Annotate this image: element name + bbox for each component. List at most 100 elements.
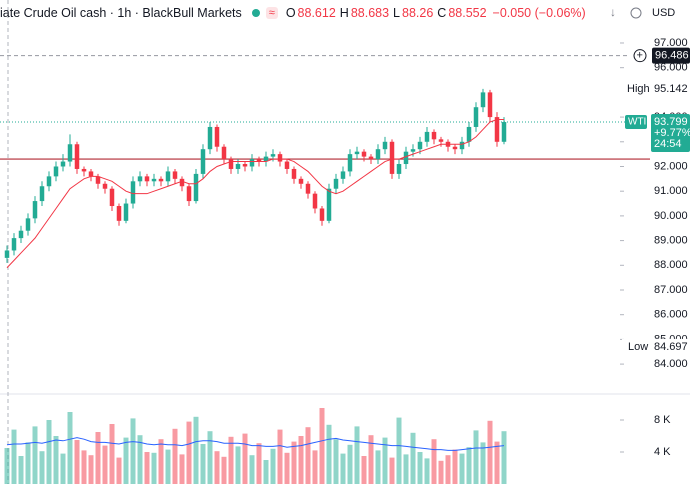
volume-bar xyxy=(354,426,360,484)
candle-body xyxy=(74,144,80,169)
candle-body xyxy=(326,188,332,221)
candle-body xyxy=(193,173,199,202)
y-tick-label: 89.000 xyxy=(654,234,688,246)
volume-bar xyxy=(242,433,248,484)
volume-bar xyxy=(200,444,206,484)
candle-body xyxy=(291,168,297,179)
volume-bar xyxy=(193,416,199,484)
candle-body xyxy=(480,92,486,108)
volume-bar xyxy=(46,420,52,484)
add-alert-button[interactable] xyxy=(633,49,647,63)
ohlc-key: C xyxy=(437,6,447,20)
candle-body xyxy=(151,178,157,182)
y-tick-label: 90.000 xyxy=(654,210,688,222)
candle-body xyxy=(46,176,52,187)
volume-bar xyxy=(137,435,143,484)
volume-bar xyxy=(333,439,339,484)
high-value: 95.142 xyxy=(654,83,688,95)
symbol-label: WTI xyxy=(628,117,646,128)
settings-icon xyxy=(630,7,642,19)
volume-bar xyxy=(396,417,402,484)
volume-bar xyxy=(18,456,24,484)
volume-bar xyxy=(445,455,451,484)
volume-bar xyxy=(347,444,353,484)
candle-body xyxy=(242,164,248,167)
y2-tick-label: 8 K xyxy=(654,414,671,426)
candle-body xyxy=(473,107,479,127)
y-tick-label: 86.000 xyxy=(654,309,688,321)
volume-bar xyxy=(158,439,164,484)
candle-body xyxy=(116,206,122,221)
candle-body xyxy=(200,149,206,174)
volume-bar xyxy=(277,429,283,484)
candle-body xyxy=(354,151,360,155)
currency[interactable]: USD xyxy=(652,7,676,19)
high-badge xyxy=(622,80,690,97)
y-tick-label: 96.000 xyxy=(654,62,688,74)
volume-bar xyxy=(221,456,227,484)
volume-bar xyxy=(207,431,213,484)
candle-body xyxy=(277,154,283,162)
candle-body xyxy=(424,131,430,142)
candle-body xyxy=(32,201,38,219)
volume-bar xyxy=(88,455,94,484)
volume-bar xyxy=(95,432,101,484)
volume-bar xyxy=(249,455,255,484)
candle-body xyxy=(249,159,255,167)
volume-bar xyxy=(109,424,115,484)
candle-body xyxy=(459,141,465,150)
crosshair-badge xyxy=(652,47,690,64)
candle-body xyxy=(88,171,94,177)
candle-body xyxy=(270,154,276,157)
candle-body xyxy=(333,178,339,189)
candle-body xyxy=(228,159,234,169)
y-tick-label: 87.000 xyxy=(654,284,688,296)
candle-body xyxy=(214,126,220,147)
y2-tick-label: 4 K xyxy=(654,446,671,458)
crosshair-label: 96.486 xyxy=(655,50,689,62)
download-icon: ↓ xyxy=(610,5,616,19)
candle-body xyxy=(137,176,143,182)
candle-body xyxy=(494,117,500,142)
candle-body xyxy=(102,183,108,189)
volume-bar xyxy=(298,436,304,484)
symbol-badge xyxy=(625,115,647,130)
volume-bar xyxy=(151,452,157,484)
last-price-badge xyxy=(651,114,690,153)
candle-body xyxy=(305,183,311,194)
volume-bar xyxy=(417,452,423,484)
last-price: 93.799 xyxy=(654,116,688,128)
candle-body xyxy=(368,156,374,160)
volume-bar xyxy=(116,457,122,484)
volume-bar xyxy=(263,460,269,484)
last-change: +9.77% xyxy=(654,127,690,139)
candle-body xyxy=(81,168,87,172)
change: −0.050 (−0.06%) xyxy=(492,6,586,20)
low-badge xyxy=(622,338,690,355)
candle-body xyxy=(144,176,150,182)
status-icon[interactable]: ≈ xyxy=(265,7,278,19)
status-dot xyxy=(251,9,260,17)
volume-bar xyxy=(130,418,136,484)
ohlc-value: 88.26 xyxy=(402,6,434,20)
volume-bar xyxy=(235,446,241,484)
volume-bar xyxy=(270,448,276,484)
candle-body xyxy=(417,141,423,150)
ohlc-value: 88.612 xyxy=(297,6,336,20)
countdown: 24:54 xyxy=(654,138,682,150)
volume-bar xyxy=(123,437,129,484)
volume-bar xyxy=(319,408,325,484)
candle-body xyxy=(382,141,388,150)
ohlc-legend: O 88.612 H 88.683 L 88.26 C 88.552 xyxy=(286,6,489,20)
volume-bar xyxy=(25,442,31,484)
volume-bar xyxy=(368,435,374,484)
candle-body xyxy=(179,178,185,187)
candle-body xyxy=(487,92,493,118)
volume-bar xyxy=(165,449,171,484)
candle-body xyxy=(67,144,73,162)
volume-bar xyxy=(60,453,66,484)
volume-bar xyxy=(144,452,150,484)
volume-bar xyxy=(375,450,381,484)
candle-body xyxy=(186,186,192,202)
